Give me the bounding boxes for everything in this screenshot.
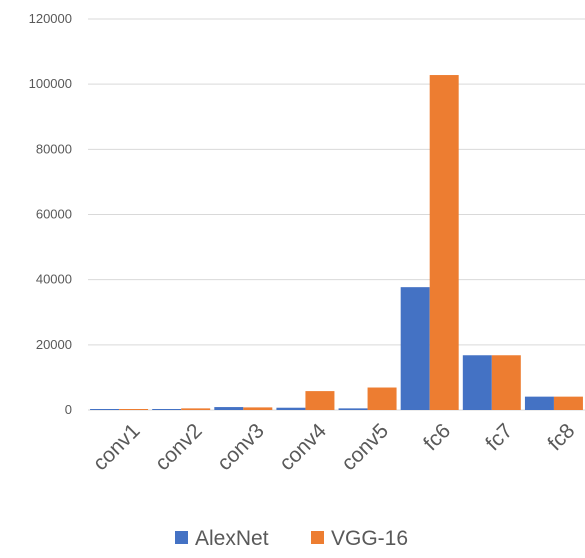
bar-vgg-16-conv2: [181, 408, 211, 410]
legend-label: AlexNet: [195, 527, 269, 550]
bar-vgg-16-conv4: [305, 391, 335, 410]
x-tick-label: conv5: [337, 419, 393, 475]
bar-vgg-16-fc6: [429, 75, 459, 410]
x-tick-label: conv4: [275, 419, 331, 475]
y-tick-label: 120000: [29, 11, 72, 26]
bar-alexnet-conv2: [152, 409, 182, 410]
bar-vgg-16-conv5: [367, 387, 397, 410]
x-tick-label: fc6: [419, 419, 455, 455]
bar-alexnet-conv5: [338, 408, 368, 410]
bar-vgg-16-conv1: [119, 409, 149, 410]
bar-alexnet-conv1: [90, 409, 120, 410]
bar-vgg-16-conv3: [243, 407, 273, 410]
bar-alexnet-conv3: [214, 407, 244, 410]
x-tick-label: conv1: [89, 419, 145, 475]
x-tick-label: conv3: [213, 419, 269, 475]
y-tick-label: 20000: [36, 337, 72, 352]
legend-label: VGG-16: [331, 527, 408, 550]
bar-alexnet-fc8: [524, 396, 554, 410]
bars: [90, 75, 583, 410]
y-axis-tick-labels: 0 20000 40000 60000 80000 100000 120000: [29, 11, 72, 417]
legend: AlexNet VGG-16: [175, 527, 408, 550]
bar-alexnet-conv4: [276, 407, 306, 410]
y-tick-label: 0: [65, 402, 72, 417]
y-tick-label: 80000: [36, 141, 72, 156]
bar-alexnet-fc6: [400, 287, 430, 410]
bar-vgg-16-fc8: [553, 396, 583, 410]
x-tick-label: fc7: [481, 419, 517, 455]
y-tick-label: 60000: [36, 207, 72, 222]
legend-swatch-vgg-16: [311, 531, 324, 544]
bar-alexnet-fc7: [462, 355, 492, 410]
gridlines: [88, 18, 585, 411]
x-tick-label: conv2: [151, 419, 207, 475]
y-tick-label: 100000: [29, 76, 72, 91]
bar-vgg-16-fc7: [491, 355, 521, 410]
y-tick-label: 40000: [36, 272, 72, 287]
x-tick-label: fc8: [543, 419, 579, 455]
legend-swatch-alexnet: [175, 531, 188, 544]
x-axis-tick-labels: conv1 conv2 conv3 conv4 conv5 fc6 fc7 fc8: [89, 419, 580, 475]
